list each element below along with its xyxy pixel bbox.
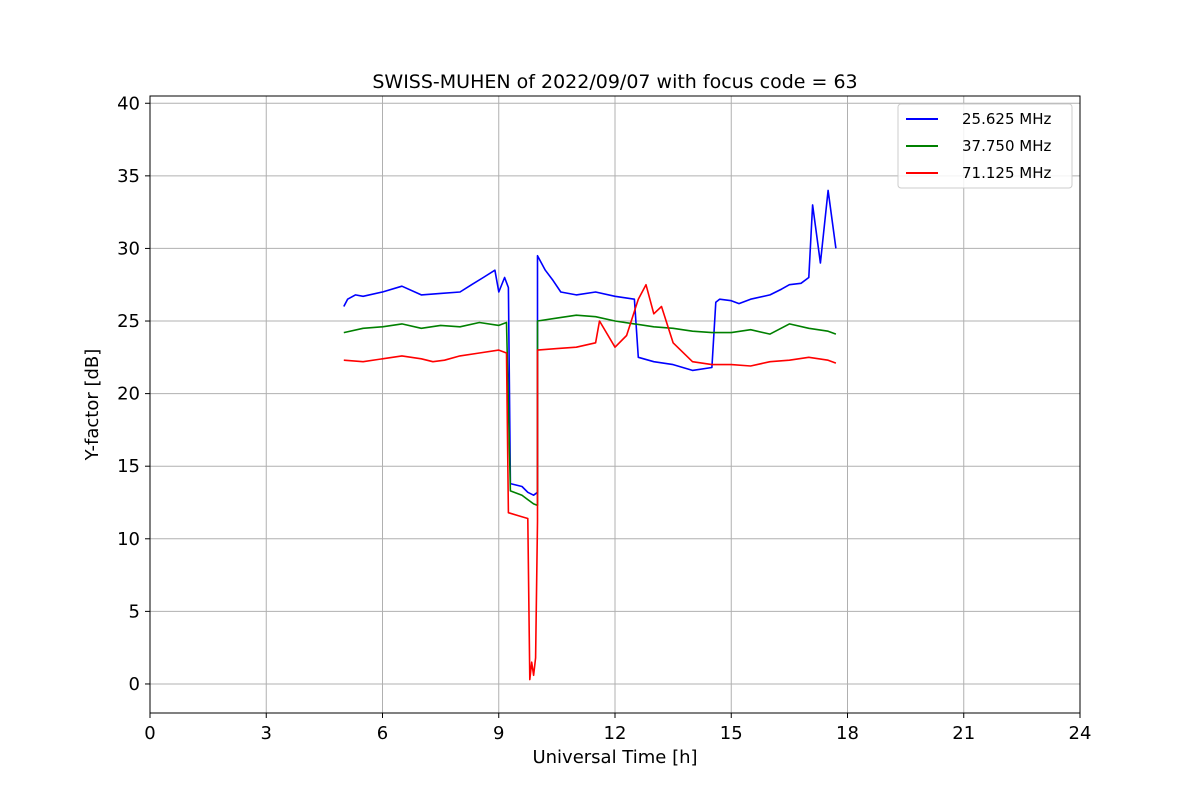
y-tick-label: 15 <box>117 456 140 477</box>
x-tick-label: 9 <box>493 723 504 744</box>
legend: 25.625 MHz 37.750 MHz 71.125 MHz <box>897 103 1073 189</box>
y-tick-label: 40 <box>117 93 140 114</box>
y-tick-label: 0 <box>129 674 140 695</box>
grid <box>149 96 1081 713</box>
x-tick-label: 15 <box>720 723 743 744</box>
legend-box <box>897 103 1073 189</box>
y-tick-label: 5 <box>129 601 140 622</box>
y-tick-label: 10 <box>117 529 140 550</box>
legend-label: 71.125 MHz <box>962 164 1051 182</box>
plot-series <box>343 189 837 681</box>
y-tick-label: 20 <box>117 384 140 405</box>
y-tick-label: 35 <box>117 166 140 187</box>
y-tick-label: 30 <box>117 238 140 259</box>
axis-ticks: 0 3 6 9 12 15 18 21 24 0 5 10 15 20 25 30 35 40 <box>117 93 1091 744</box>
x-tick-label: 12 <box>604 723 627 744</box>
x-tick-label: 24 <box>1069 723 1092 744</box>
x-tick-label: 6 <box>377 723 388 744</box>
x-tick-label: 0 <box>144 723 155 744</box>
x-tick-label: 18 <box>836 723 859 744</box>
x-tick-label: 3 <box>261 723 272 744</box>
legend-label: 25.625 MHz <box>962 110 1051 128</box>
x-tick-label: 21 <box>952 723 975 744</box>
x-axis-label: Universal Time [h] <box>532 747 697 768</box>
chart-title: SWISS-MUHEN of 2022/09/07 with focus cod… <box>372 71 857 93</box>
legend-label: 37.750 MHz <box>962 137 1051 155</box>
series-line-1 <box>343 189 837 497</box>
y-tick-label: 25 <box>117 311 140 332</box>
y-axis-label: Y-factor [dB] <box>82 349 103 462</box>
series-line-3 <box>343 283 837 681</box>
series-line-2 <box>343 314 837 507</box>
